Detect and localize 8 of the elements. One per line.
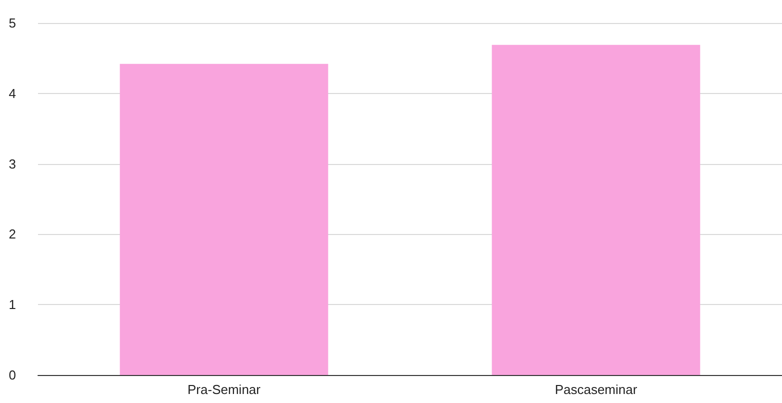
y-tick-label: 5 xyxy=(8,16,16,30)
x-tick-label: Pra-Seminar xyxy=(188,382,262,397)
y-tick-label: 3 xyxy=(8,156,16,172)
x-tick-label: Pascaseminar xyxy=(554,382,638,397)
y-tick-label: 1 xyxy=(8,297,16,312)
y-tick-label: 2 xyxy=(8,226,16,242)
y-tick-label: 0 xyxy=(8,368,16,382)
y-tick-label: 4 xyxy=(8,86,16,101)
